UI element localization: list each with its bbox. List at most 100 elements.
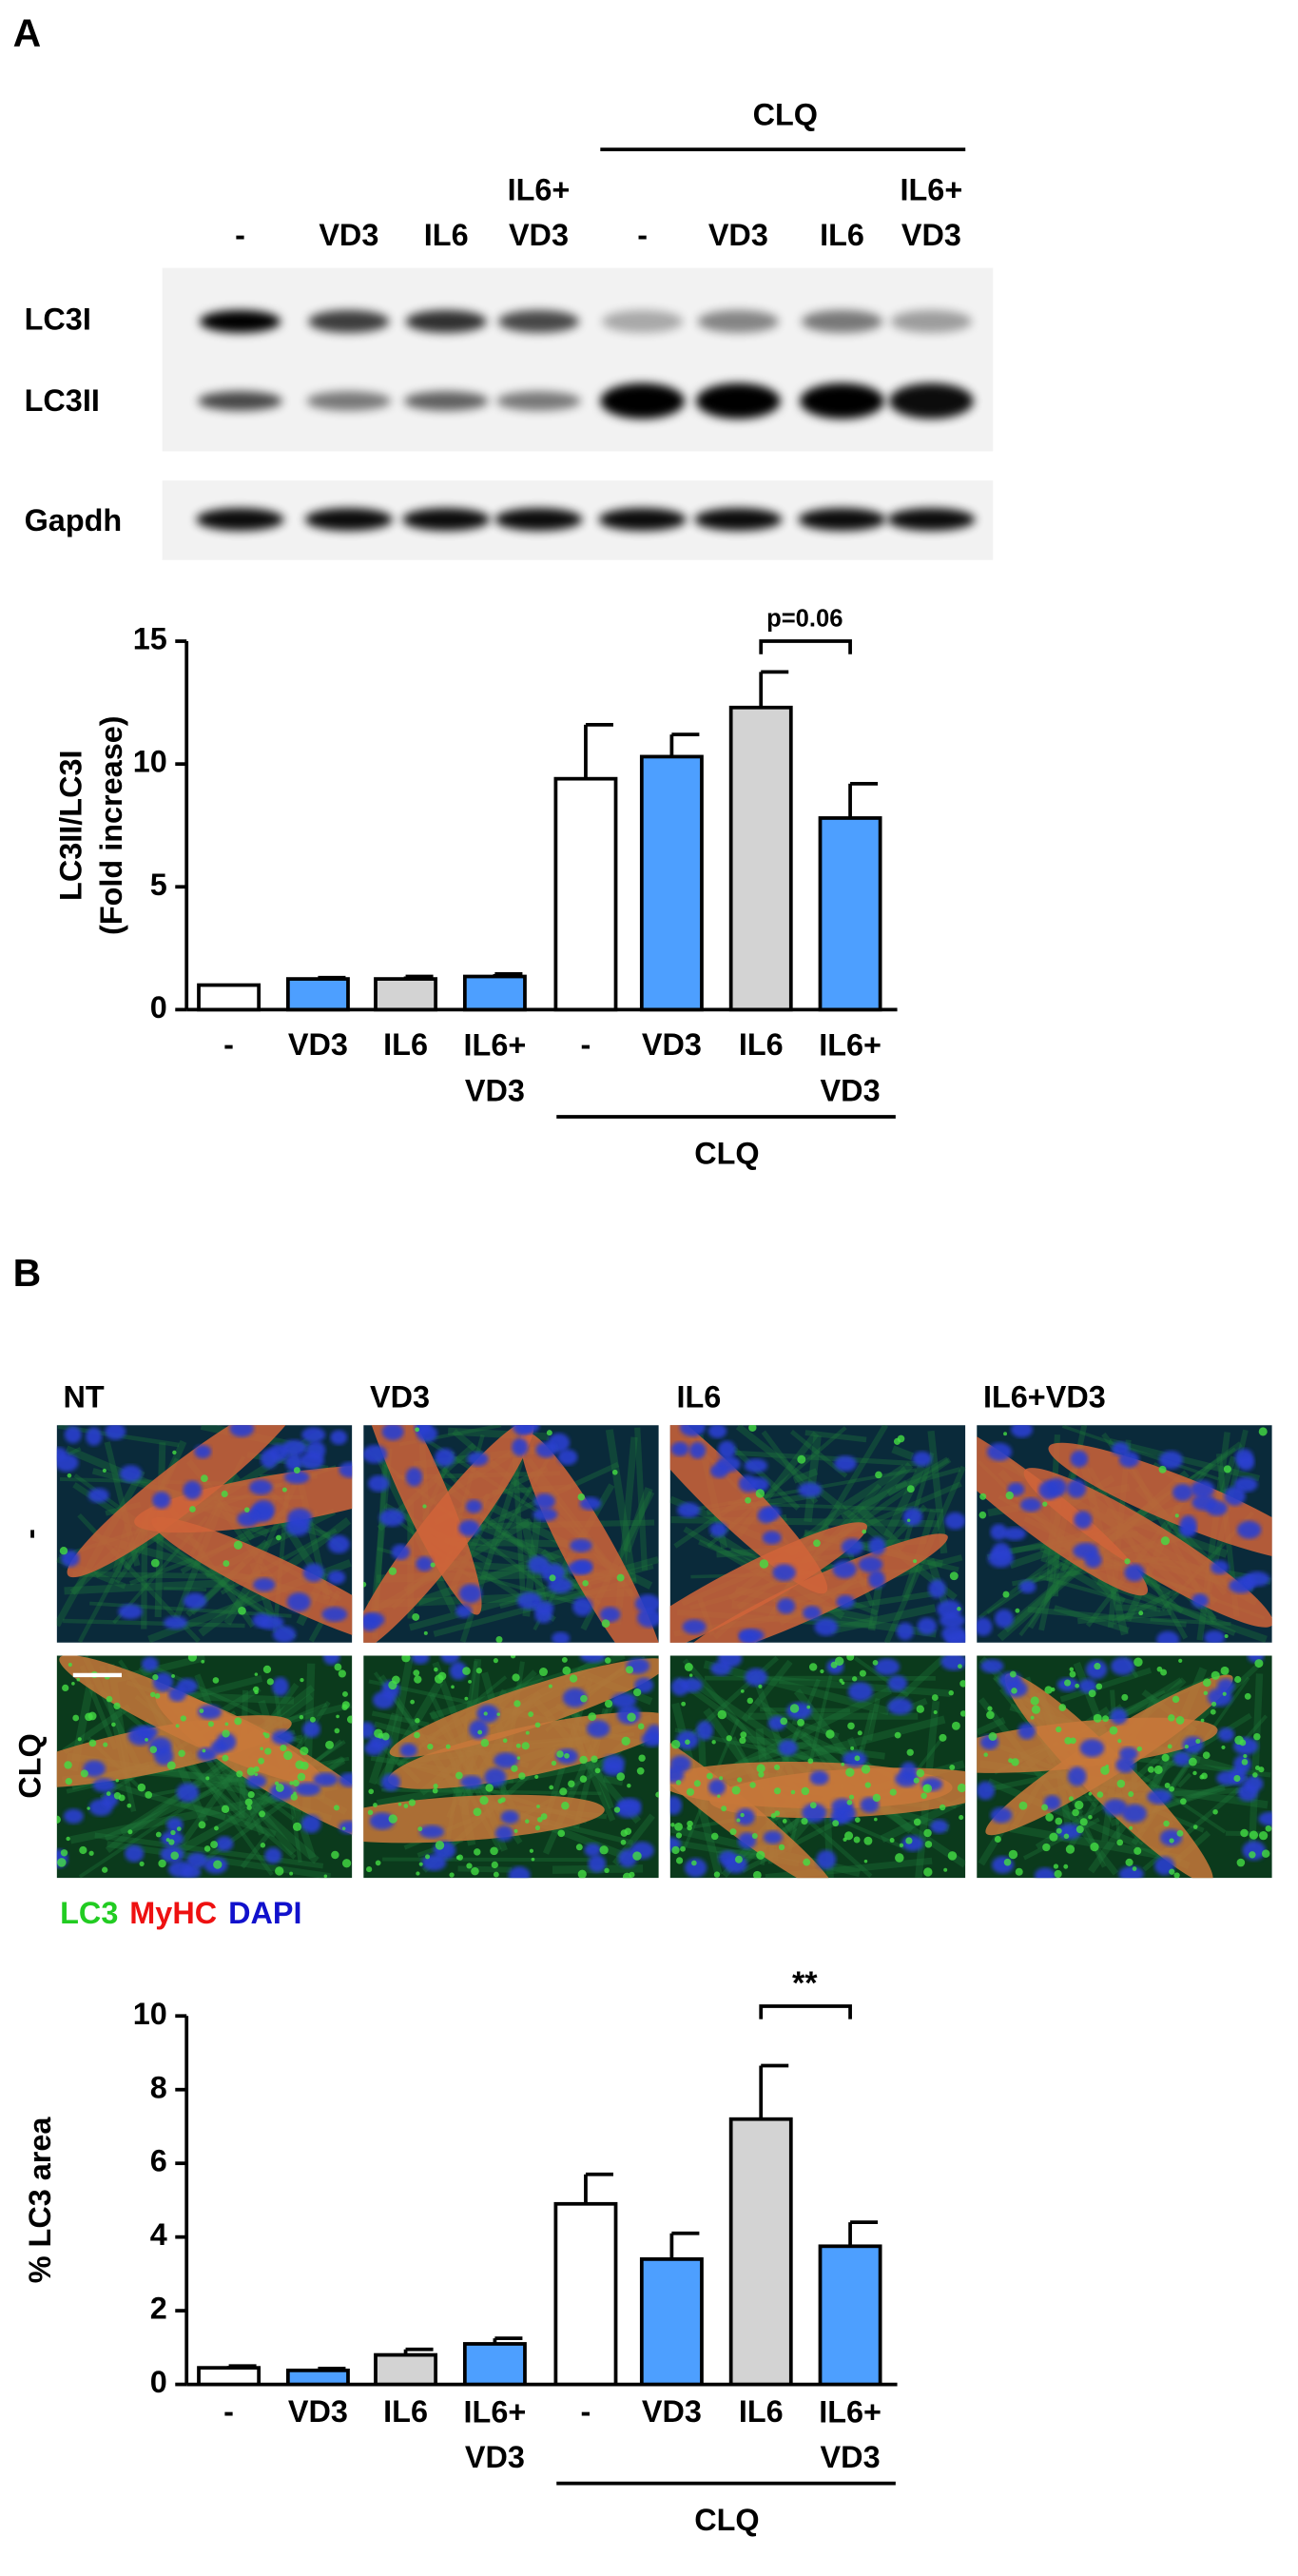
lc3-puncta bbox=[959, 1710, 966, 1717]
nucleus bbox=[688, 1441, 707, 1459]
myoblast bbox=[895, 1467, 961, 1490]
myoblast bbox=[164, 1587, 207, 1592]
lc3-puncta bbox=[1169, 1786, 1175, 1792]
y-tick-label: 2 bbox=[150, 2292, 167, 2326]
lc3-puncta bbox=[594, 1767, 601, 1774]
column-label: VD3 bbox=[370, 1379, 430, 1414]
lc3-puncta bbox=[511, 1765, 518, 1772]
lc3-puncta bbox=[872, 1659, 879, 1666]
lc3-puncta bbox=[57, 1858, 67, 1867]
lc3-puncta bbox=[254, 1689, 259, 1695]
myoblast bbox=[1037, 1574, 1161, 1612]
nucleus bbox=[669, 1795, 683, 1815]
lc3-puncta bbox=[449, 1872, 455, 1878]
lc3-puncta bbox=[418, 1862, 423, 1866]
lc3-puncta bbox=[341, 1690, 348, 1697]
nucleus bbox=[125, 1844, 145, 1863]
row-label: LC3I bbox=[25, 302, 91, 336]
lc3-puncta bbox=[1055, 1817, 1063, 1825]
band bbox=[306, 391, 392, 411]
myoblast bbox=[703, 1660, 890, 1716]
nucleus bbox=[469, 1719, 489, 1740]
myoblast bbox=[180, 1799, 277, 1838]
bar bbox=[639, 754, 704, 1012]
lc3-puncta bbox=[1121, 1693, 1129, 1701]
band bbox=[496, 391, 581, 411]
band bbox=[600, 382, 686, 420]
lane-label: VD3 bbox=[319, 218, 378, 252]
lc3-puncta bbox=[201, 1474, 208, 1483]
lc3-puncta bbox=[561, 1656, 568, 1663]
lc3-puncta bbox=[1009, 1670, 1017, 1678]
lc3-puncta bbox=[528, 1711, 534, 1717]
lc3-puncta bbox=[435, 1841, 445, 1850]
myoblast bbox=[792, 1468, 819, 1484]
nucleus bbox=[928, 1579, 946, 1599]
myoblast bbox=[605, 1429, 637, 1583]
lc3-puncta bbox=[1160, 1669, 1168, 1676]
lane-label: IL6+ VD3 bbox=[901, 172, 963, 252]
nucleus bbox=[458, 1519, 480, 1536]
bar bbox=[639, 2257, 704, 2387]
lc3-puncta bbox=[1173, 1872, 1180, 1879]
lc3-puncta bbox=[244, 1798, 253, 1806]
nucleus bbox=[118, 1604, 143, 1620]
lc3-puncta bbox=[797, 1454, 806, 1464]
lc3-puncta bbox=[127, 1829, 133, 1835]
legend-entry: LC3 bbox=[60, 1896, 118, 1930]
significance-bracket bbox=[759, 2004, 852, 2020]
lc3-puncta bbox=[346, 1715, 353, 1724]
lane-label: IL6 bbox=[424, 218, 469, 252]
lc3-puncta bbox=[774, 1764, 781, 1770]
nucleus bbox=[197, 1705, 223, 1720]
lc3-puncta bbox=[480, 1738, 490, 1747]
lc3-puncta bbox=[293, 1467, 300, 1474]
lc3-puncta bbox=[847, 1722, 855, 1730]
nucleus bbox=[708, 1779, 726, 1796]
lc3-puncta bbox=[212, 1677, 220, 1684]
lc3-puncta bbox=[616, 1772, 626, 1782]
lc3-puncta bbox=[850, 1746, 855, 1750]
lc3-puncta bbox=[736, 1818, 741, 1823]
lc3-puncta bbox=[686, 1787, 695, 1796]
lc3-puncta bbox=[1030, 1715, 1035, 1720]
lc3-puncta bbox=[1175, 1716, 1185, 1725]
lc3-puncta bbox=[1241, 1759, 1249, 1766]
lc3-puncta bbox=[740, 1689, 745, 1693]
myoblast bbox=[375, 1680, 443, 1787]
lc3-puncta bbox=[1124, 1558, 1131, 1565]
nucleus bbox=[1242, 1841, 1266, 1861]
lc3-puncta bbox=[1169, 1838, 1174, 1844]
bar bbox=[197, 2366, 262, 2387]
lc3-puncta bbox=[843, 1831, 854, 1841]
column-label: IL6+VD3 bbox=[983, 1379, 1106, 1414]
nucleus bbox=[1111, 1441, 1130, 1456]
lc3-puncta bbox=[103, 1742, 108, 1747]
micrograph bbox=[669, 1425, 966, 1643]
lc3-puncta bbox=[1093, 1713, 1102, 1723]
lc3-puncta bbox=[751, 1832, 758, 1839]
lc3-puncta bbox=[175, 1724, 180, 1728]
lc3-puncta bbox=[739, 1736, 746, 1745]
myoblast bbox=[1027, 1606, 1187, 1628]
nucleus bbox=[1111, 1656, 1135, 1676]
nucleus bbox=[380, 1773, 400, 1791]
nucleus bbox=[339, 1821, 353, 1834]
lc3-puncta bbox=[1069, 1670, 1076, 1678]
band bbox=[800, 382, 884, 420]
lc3-puncta bbox=[485, 1784, 494, 1792]
lc3-puncta bbox=[502, 1738, 508, 1744]
lc3-puncta bbox=[295, 1760, 304, 1769]
nucleus bbox=[858, 1556, 883, 1573]
lc3-puncta bbox=[464, 1696, 469, 1701]
myoblast bbox=[1115, 1604, 1157, 1612]
nucleus bbox=[512, 1437, 529, 1456]
lc3-puncta bbox=[1015, 1608, 1020, 1613]
lc3-puncta bbox=[432, 1787, 438, 1794]
lc3-puncta bbox=[471, 1866, 479, 1876]
band bbox=[402, 508, 491, 532]
lc3-puncta bbox=[126, 1803, 132, 1808]
nucleus bbox=[533, 1493, 555, 1510]
lc3-puncta bbox=[561, 1802, 570, 1810]
lc3-puncta bbox=[675, 1857, 684, 1864]
